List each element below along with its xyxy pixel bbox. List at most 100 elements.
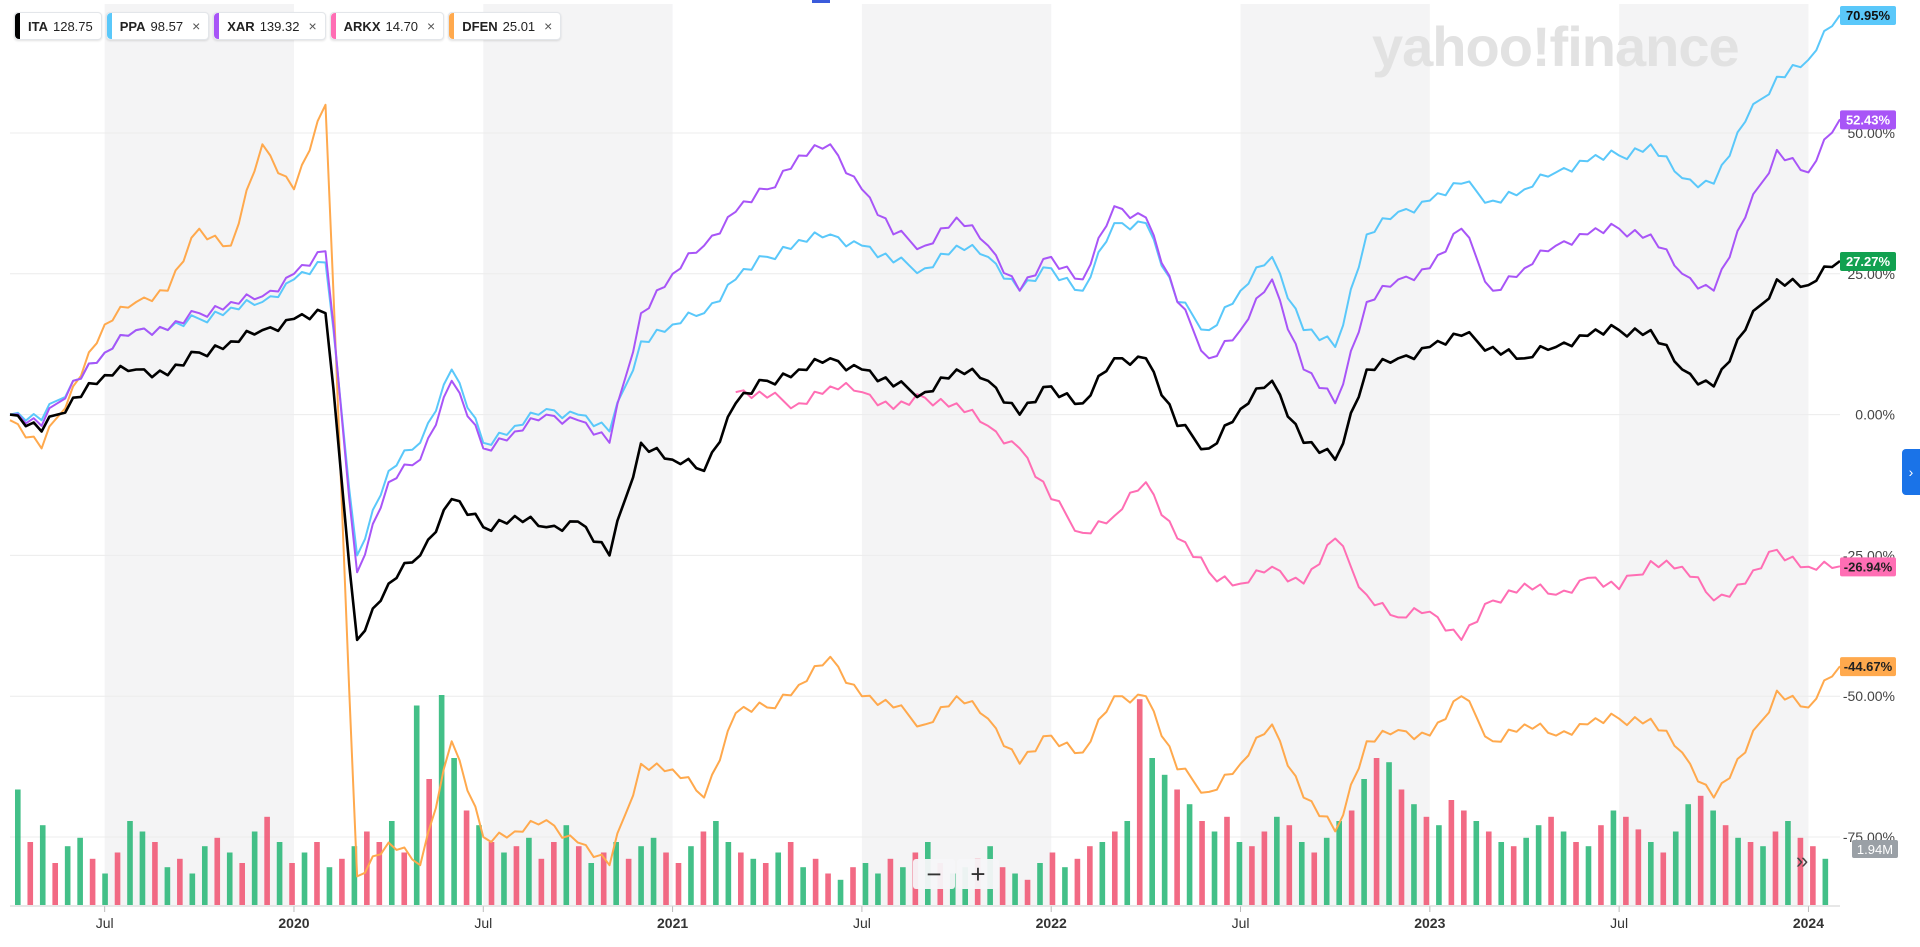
volume-bar [339, 858, 345, 905]
volume-bar [1386, 762, 1392, 905]
volume-bar [1635, 829, 1642, 905]
series-line-dfen [9, 103, 1841, 878]
volume-bar [1660, 852, 1667, 905]
volume-bar [1174, 789, 1180, 905]
volume-bar [376, 842, 383, 905]
volume-bar [850, 867, 856, 905]
close-icon[interactable]: × [192, 18, 201, 34]
zoom-in-button[interactable]: + [957, 859, 999, 889]
volume-bar [1136, 699, 1143, 905]
volume-bar [476, 825, 482, 905]
x-tick-label: 2021 [657, 915, 688, 931]
volume-bar [638, 846, 644, 905]
volume-bar [1062, 867, 1068, 905]
legend-price: 139.32 [259, 18, 300, 34]
side-panel-toggle-button[interactable]: › [1902, 449, 1920, 495]
volume-bar [1423, 816, 1430, 905]
volume-bar [738, 852, 744, 905]
volume-bar [1772, 831, 1779, 905]
volume-bar [1797, 837, 1804, 905]
legend-symbol: DFEN [462, 18, 498, 34]
volume-bar [401, 852, 408, 905]
close-icon[interactable]: × [544, 18, 553, 34]
range-marker [812, 0, 830, 3]
legend-price: 14.70 [385, 18, 419, 34]
volume-bar [725, 842, 732, 905]
volume-bar [663, 852, 669, 905]
volume-bar [1510, 846, 1517, 905]
volume-bar [575, 846, 582, 905]
volume-bar [1186, 804, 1193, 905]
volume-bar [1498, 842, 1505, 905]
end-label-bg-dfen [1840, 657, 1896, 677]
volume-bar [463, 810, 470, 905]
volume-bar [588, 863, 595, 905]
collapse-volume-icon[interactable]: » [1796, 848, 1809, 873]
close-icon[interactable]: × [308, 18, 317, 34]
volume-bar [1598, 825, 1604, 905]
volume-bar [451, 758, 457, 905]
volume-bar [1037, 863, 1043, 905]
volume-bar [127, 821, 133, 905]
close-icon[interactable]: × [427, 18, 436, 34]
volume-bar [1573, 842, 1579, 905]
volume-bar [875, 873, 881, 905]
volume-bar [1211, 831, 1218, 905]
volume-bar [800, 867, 806, 905]
legend-symbol: XAR [227, 18, 255, 34]
volume-bar [1623, 816, 1629, 905]
grid-lines [10, 132, 1840, 838]
volume-bar [1747, 842, 1754, 905]
series-line-xar [9, 118, 1841, 574]
shaded-band [1240, 4, 1430, 905]
volume-bar [27, 842, 34, 905]
volume-bar [1485, 831, 1492, 905]
volume-bar [526, 837, 532, 905]
legend-symbol: ARKX [343, 18, 381, 34]
volume-bar [226, 852, 233, 905]
volume-bar [1298, 842, 1305, 905]
yahoo-finance-watermark: yahoo!finance [1372, 15, 1740, 78]
volume-bar [1822, 858, 1829, 905]
zoom-out-button[interactable]: − [913, 859, 955, 889]
volume-bar [102, 873, 108, 905]
volume-bar [1024, 879, 1031, 905]
volume-bar [314, 842, 320, 905]
x-tick-label: Jul [1232, 915, 1250, 931]
volume-bar [1274, 816, 1280, 905]
legend-chip-ita[interactable]: ITA 128.75 [14, 12, 102, 40]
legend-chip-xar[interactable]: XAR 139.32 × [213, 12, 326, 40]
volume-bar [289, 863, 295, 905]
volume-bar [1311, 852, 1318, 905]
y-tick-label: -50.00% [1843, 688, 1895, 704]
volume-bar [1361, 779, 1367, 905]
volume-bar [1548, 816, 1554, 905]
volume-bar [1722, 825, 1729, 905]
zoom-controls: − + [913, 859, 999, 889]
volume-bar [862, 863, 869, 905]
volume-bar [887, 858, 894, 905]
legend-chip-dfen[interactable]: DFEN 25.01 × [448, 12, 562, 40]
volume-bar [152, 842, 158, 905]
volume-bar [1610, 810, 1617, 905]
volume-bar [650, 837, 657, 905]
volume-bar [900, 867, 906, 905]
volume-bar [1535, 825, 1542, 905]
volume-bar [1461, 810, 1467, 905]
volume-bar [1398, 789, 1405, 905]
series-lines [9, 14, 1841, 878]
legend-chip-arkx[interactable]: ARKX 14.70 × [329, 12, 445, 40]
volume-bar [164, 867, 171, 905]
volume-bar [39, 825, 46, 905]
volume-bar [538, 858, 545, 905]
volume-bar [551, 842, 557, 905]
end-label-bg-ppa [1840, 6, 1896, 26]
legend-chip-ppa[interactable]: PPA 98.57 × [105, 12, 210, 40]
volume-bar [600, 852, 607, 905]
volume-bar [563, 825, 570, 905]
volume-bar [775, 852, 782, 905]
volume-bar [1124, 821, 1131, 905]
volume-bar [688, 846, 694, 905]
